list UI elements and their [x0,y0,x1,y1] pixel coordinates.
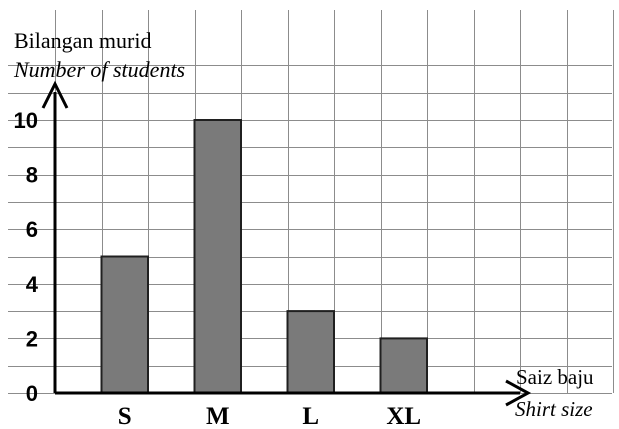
y-tick-label: 10 [14,108,38,133]
y-tick-labels: 0 2 4 6 8 10 [14,108,39,406]
y-axis-title-english: Number of students [13,57,185,82]
y-axis-title: Bilangan murid [14,28,151,53]
y-tick-label: 4 [26,272,39,297]
y-tick-label: 6 [26,217,38,242]
x-tick-label: XL [386,403,421,429]
bar-xl [379,337,428,394]
x-tick-label: L [302,403,319,429]
bar-l [286,310,335,395]
bars [100,119,428,395]
y-tick-label: 2 [26,326,38,351]
x-tick-label: M [206,403,230,429]
x-axis-title-english: Shirt size [515,397,593,421]
x-axis-title: Saiz baju [516,365,594,389]
y-axis-arrow-icon [41,80,69,109]
y-tick-label: 8 [26,163,38,188]
bar-m [193,119,242,394]
x-category-labels: S M L XL [118,403,421,429]
y-tick-label: 0 [26,381,38,406]
x-tick-label: S [118,403,132,429]
x-axis-arrow-icon [505,379,532,407]
bar-s [100,255,149,394]
axes [41,80,532,407]
